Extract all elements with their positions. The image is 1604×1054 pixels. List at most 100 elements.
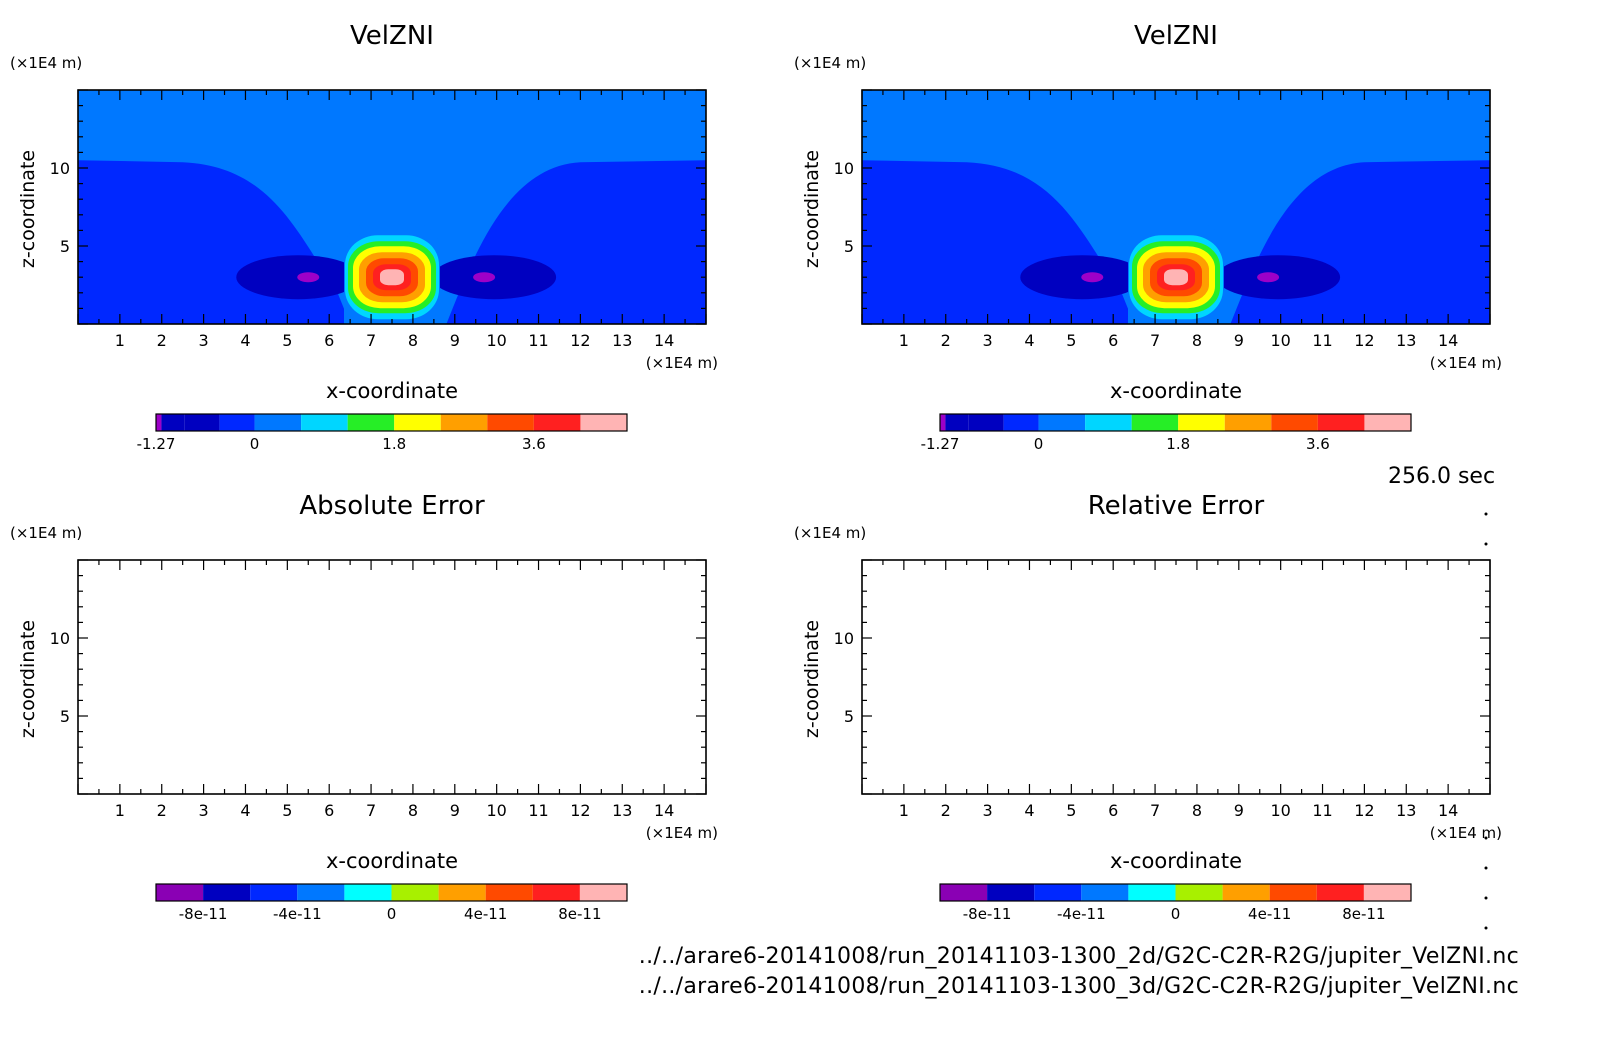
y-tick-label: 10: [50, 159, 70, 178]
marker-dot: [1484, 926, 1488, 930]
x-tick-label: 11: [528, 331, 548, 350]
x-tick-label: 13: [1396, 331, 1416, 350]
colorbar: -8e-11 -4e-11 0 4e-11 8e-11: [939, 883, 1412, 923]
x-tick-label: 12: [1354, 801, 1374, 820]
x-tick-label: 8: [1192, 331, 1202, 350]
colorbar-bin: [580, 414, 627, 431]
colorbar-tick-label: 8e-11: [558, 905, 601, 923]
x-tick-label: 6: [324, 331, 334, 350]
y-tick-label: 10: [834, 629, 854, 648]
colorbar-bin: [391, 884, 439, 901]
x-unit-label: (×1E4 m): [1430, 354, 1502, 372]
colorbar-bin: [533, 414, 581, 431]
colorbar-bin: [297, 884, 345, 901]
colorbar-bin: [344, 884, 392, 901]
colorbar-bin: [532, 884, 580, 901]
colorbar-bin: [485, 884, 533, 901]
colorbar-tick-label: 0: [250, 435, 260, 453]
x-tick-label: 3: [199, 331, 209, 350]
plot-frame: [77, 559, 707, 795]
x-tick-label: 4: [1024, 331, 1034, 350]
x-tick-label: 5: [282, 331, 292, 350]
colorbar-bin: [156, 884, 204, 901]
x-tick-label: 9: [450, 331, 460, 350]
x-tick-label: 2: [157, 801, 167, 820]
colorbar-bin: [968, 414, 1004, 431]
contour-field: [78, 90, 706, 324]
x-tick-label: 5: [1066, 801, 1076, 820]
colorbar-tick-label: -4e-11: [273, 905, 322, 923]
marker-dot: [1484, 542, 1488, 546]
source-file-3d: ../../arare6-20141008/run_20141103-1300_…: [638, 974, 1519, 999]
x-tick-label: 10: [1270, 331, 1290, 350]
downdraft-core: [1081, 272, 1104, 283]
colorbar-bin: [1081, 884, 1129, 901]
colorbar-bin: [487, 414, 534, 431]
marker-dot: [1484, 866, 1488, 870]
x-tick-label: 11: [528, 801, 548, 820]
marker-dot: [1484, 512, 1488, 516]
colorbar-frame: [155, 413, 628, 432]
plot-frame: [861, 559, 1491, 795]
colorbar-bin: [254, 414, 302, 431]
x-tick-label: 7: [366, 801, 376, 820]
downdraft-core: [473, 272, 496, 283]
y-unit-label: (×1E4 m): [10, 54, 82, 72]
x-tick-label: 14: [654, 331, 674, 350]
x-tick-label: 13: [612, 801, 632, 820]
colorbar-bin: [250, 884, 298, 901]
panel-title: VelZNI: [350, 21, 434, 51]
x-tick-label: 7: [1150, 331, 1160, 350]
x-tick-label: 2: [157, 331, 167, 350]
colorbar-bin: [184, 414, 220, 431]
colorbar-tick-label: 0: [387, 905, 397, 923]
y-tick-label: 5: [60, 237, 70, 256]
x-tick-label: 3: [983, 331, 993, 350]
x-axis-label: x-coordinate: [326, 849, 458, 873]
colorbar-bin: [1317, 414, 1365, 431]
x-tick-label: 10: [486, 331, 506, 350]
colorbar-bin: [987, 884, 1035, 901]
x-tick-label: 6: [1108, 331, 1118, 350]
y-unit-label: (×1E4 m): [794, 54, 866, 72]
colorbar-bin: [940, 414, 946, 431]
x-unit-label: (×1E4 m): [1430, 824, 1502, 842]
x-tick-label: 13: [612, 331, 632, 350]
x-tick-label: 4: [240, 331, 250, 350]
colorbar-tick-label: 3.6: [1306, 435, 1330, 453]
colorbar-bin: [161, 414, 185, 431]
x-tick-label: 3: [199, 801, 209, 820]
colorbar-bin: [440, 414, 488, 431]
colorbar-bin: [1316, 884, 1364, 901]
colorbar-frame: [939, 883, 1412, 902]
x-tick-label: 9: [1234, 331, 1244, 350]
colorbar-tick-label: 3.6: [522, 435, 546, 453]
x-tick-label: 12: [570, 801, 590, 820]
x-tick-label: 1: [899, 331, 909, 350]
marker-dot: [1484, 836, 1488, 840]
downdraft-core: [1257, 272, 1280, 283]
x-tick-label: 3: [983, 801, 993, 820]
colorbar-frame: [939, 413, 1412, 432]
x-tick-label: 7: [1150, 801, 1160, 820]
x-tick-label: 1: [115, 801, 125, 820]
x-tick-label: 2: [941, 331, 951, 350]
x-unit-label: (×1E4 m): [646, 354, 718, 372]
downdraft-core: [297, 272, 320, 283]
x-tick-label: 5: [1066, 331, 1076, 350]
colorbar-bin: [219, 414, 255, 431]
x-tick-label: 14: [654, 801, 674, 820]
colorbar-bin: [1363, 884, 1411, 901]
colorbar-tick-label: 8e-11: [1342, 905, 1385, 923]
colorbar-tick-label: 4e-11: [1248, 905, 1291, 923]
y-axis-label: z-coordinate: [17, 620, 39, 738]
colorbar-bin: [940, 884, 988, 901]
colorbar-tick-label: -1.27: [137, 435, 176, 453]
x-tick-label: 14: [1438, 331, 1458, 350]
x-tick-label: 12: [570, 331, 590, 350]
